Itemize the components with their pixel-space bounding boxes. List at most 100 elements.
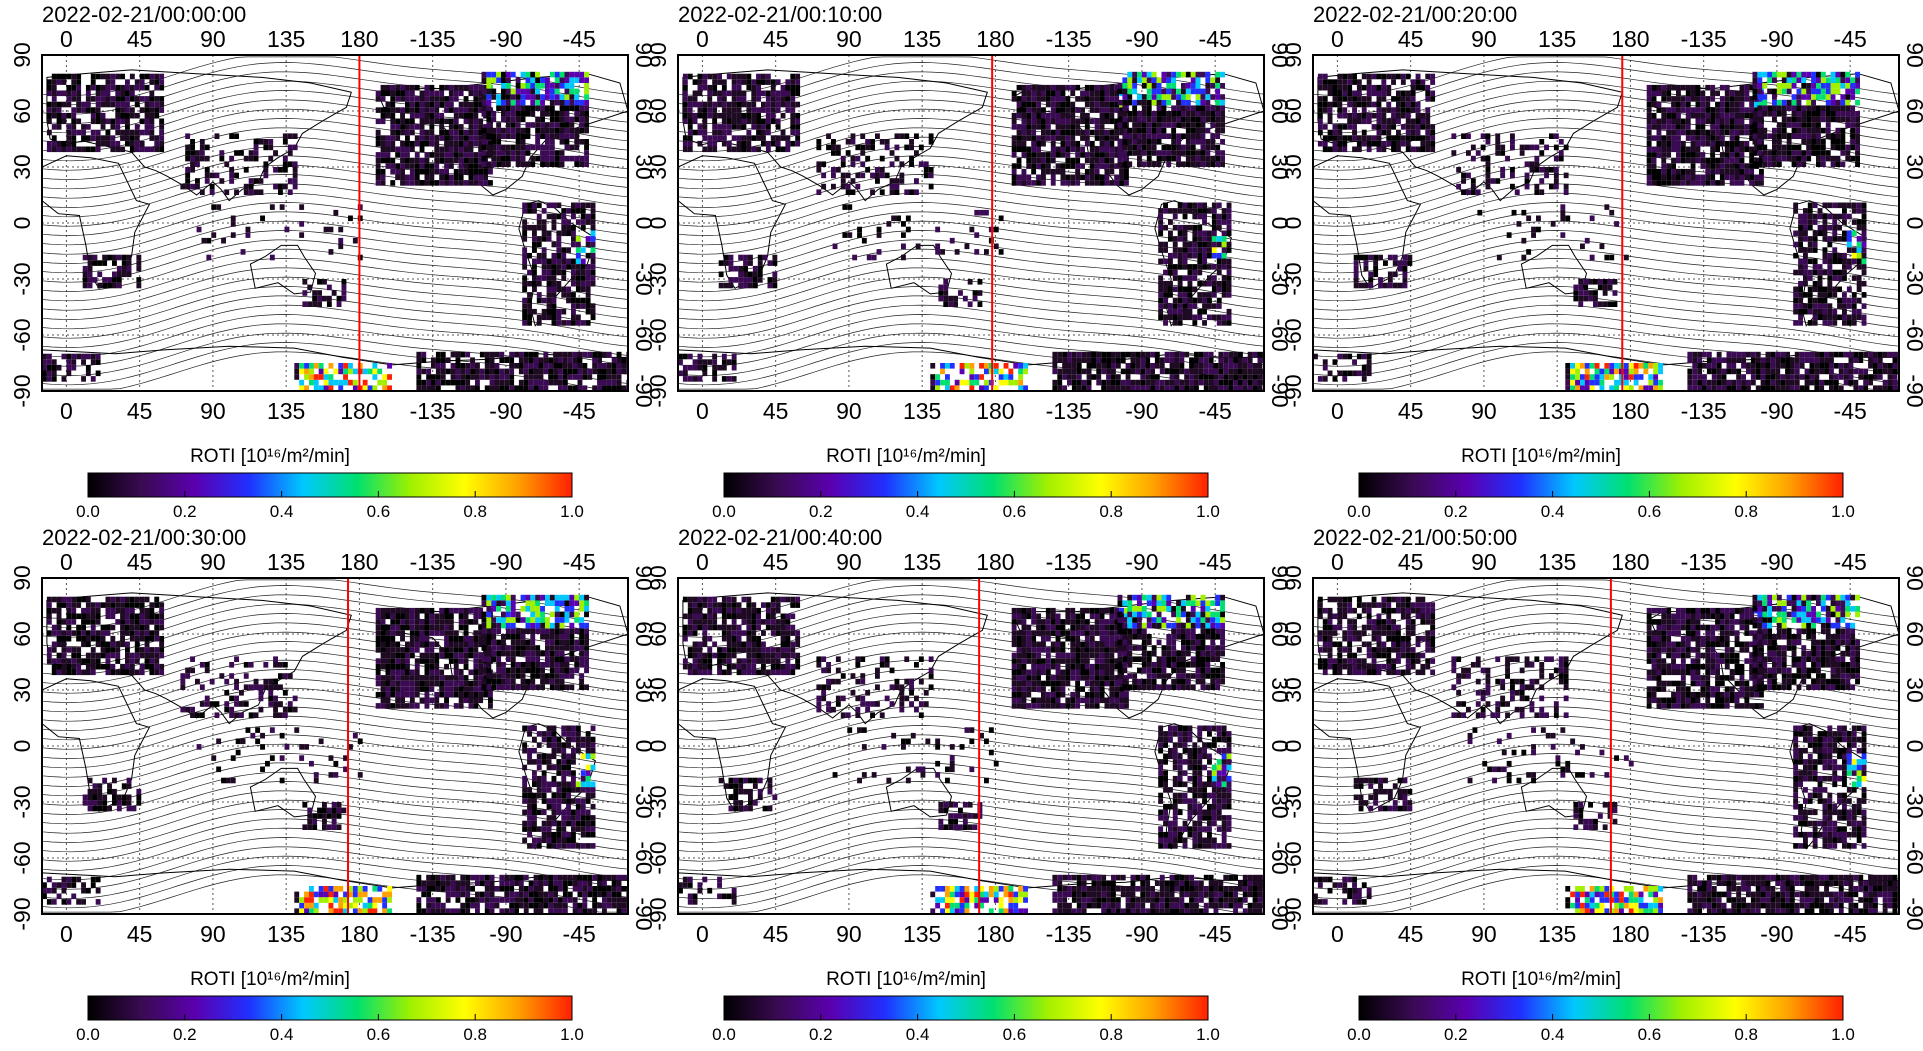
roti-cell [421,357,427,363]
roti-cell [770,101,776,108]
roti-cell [1197,247,1203,253]
roti-cell [1151,139,1157,145]
roti-cell [860,144,866,151]
roti-cell [199,139,205,145]
roti-cell [1062,374,1068,380]
roti-cell [367,385,373,391]
roti-cell [458,101,464,108]
roti-cell [692,118,698,125]
roti-cell [1855,127,1860,134]
roti-cell [574,94,580,100]
roti-cell [1205,71,1211,78]
roti-cell [1041,140,1046,147]
roti-cell [1405,124,1411,130]
roti-cell [505,111,511,117]
roti-cell [478,140,484,147]
roti-cell [1801,150,1807,156]
roti-cell [434,168,440,175]
colorbar-tick-label: 1.0 [560,502,584,521]
roti-cell [154,73,160,80]
roti-cell [424,168,430,175]
roti-cell [522,286,528,293]
roti-cell [1855,71,1860,78]
roti-cell [338,237,344,244]
roti-cell [721,364,727,371]
roti-cell [414,163,420,169]
roti-cell [1137,150,1142,156]
roti-cell [1161,155,1167,162]
roti-cell [522,303,528,309]
roti-cell [1855,83,1860,89]
roti-cell [1505,155,1510,162]
roti-cell [1200,116,1206,123]
roti-cell [1356,84,1362,91]
roti-cell [380,135,386,141]
mag-contour [678,146,1264,190]
roti-cell [100,124,106,130]
roti-cell [1695,118,1701,125]
roti-cell [1534,167,1540,173]
roti-cell [1057,368,1063,375]
roti-cell [419,96,425,102]
roti-cell [71,112,77,119]
roti-cell [1192,247,1198,253]
roti-cell [1781,111,1787,117]
coastline-australia [249,244,317,295]
roti-cell [923,172,929,179]
roti-cell [444,84,449,91]
roti-cell [71,146,77,153]
roti-cell [1690,146,1696,153]
roti-cell [56,73,62,80]
roti-cell [1099,140,1105,147]
roti-cell [1200,139,1206,145]
roti-cell [1534,189,1540,195]
roti-cell [1776,139,1782,145]
roti-cell [1021,84,1027,91]
roti-cell [520,99,526,106]
roti-cell [1356,101,1362,108]
roti-cell [1534,161,1540,167]
roti-cell [400,107,405,113]
roti-cell [1207,208,1212,214]
roti-cell [584,105,589,111]
roti-cell [71,84,77,91]
roti-cell [765,96,771,102]
roti-cell [1208,385,1214,391]
roti-cell [1317,84,1323,91]
roti-cell [149,101,155,108]
roti-cell [584,88,589,95]
roti-cell [1168,230,1173,237]
roti-cell [1226,230,1232,237]
roti-cell [556,230,562,237]
roti-cell [126,260,132,266]
roti-cell [1154,379,1160,386]
roti-cell [328,363,334,369]
x-tick-bottom: -90 [1125,398,1158,424]
roti-cell [682,112,688,119]
roti-cell [1825,111,1831,117]
roti-cell [682,146,688,153]
roti-cell [790,101,796,108]
roti-cell [405,146,410,153]
roti-cell [1055,146,1061,153]
roti-cell [1181,99,1186,106]
roti-cell [453,146,459,153]
roti-cell [1151,77,1157,83]
roti-cell [1410,107,1416,113]
roti-cell [1045,129,1051,136]
roti-cell [136,265,142,272]
roti-cell [546,264,552,270]
roti-cell [1690,180,1696,186]
roti-cell [1182,224,1188,231]
roti-cell [518,379,524,386]
roti-cell [1127,94,1133,100]
roti-cell [1695,112,1701,119]
roti-cell [395,90,401,97]
roti-cell [1158,286,1164,293]
roti-cell [923,167,929,173]
roti-cell [1690,129,1696,136]
roti-cell [712,124,718,130]
roti-cell [616,357,622,363]
roti-cell [216,204,222,210]
roti-cell [935,379,941,386]
